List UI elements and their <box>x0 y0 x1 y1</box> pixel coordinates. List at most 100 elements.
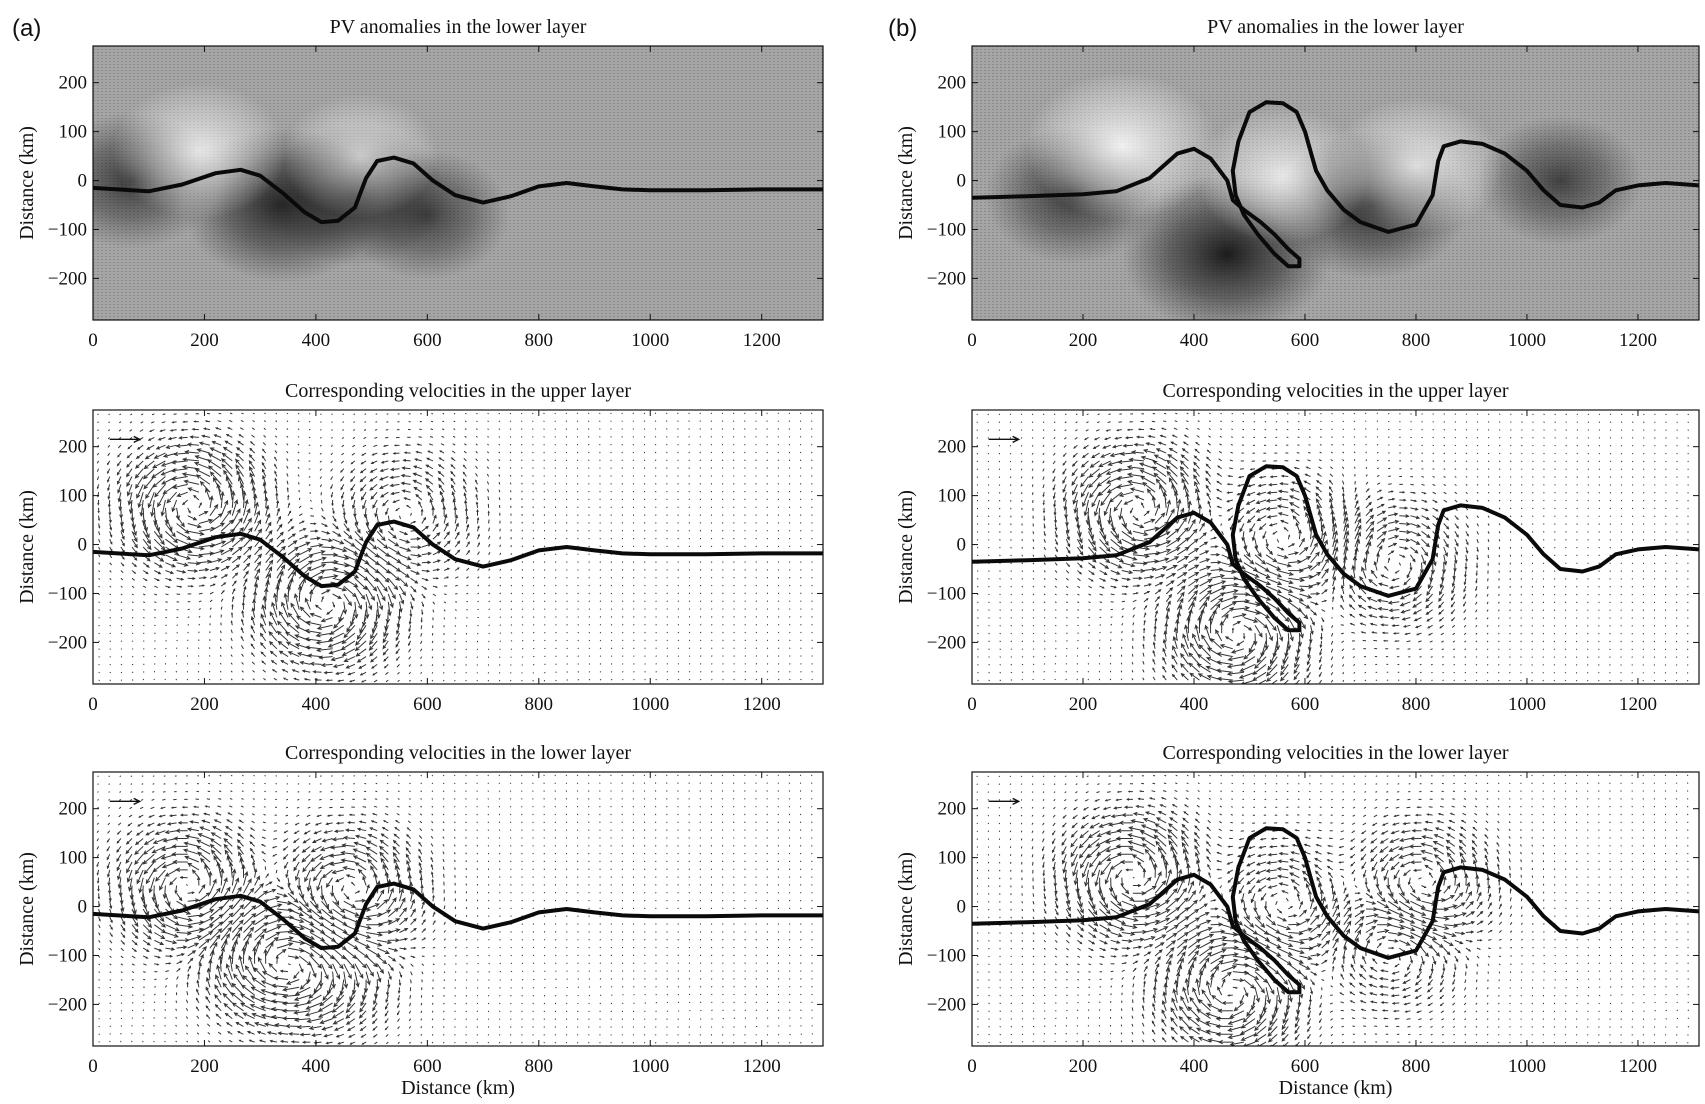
a-lower-ytick-label-4: −200 <box>48 994 87 1015</box>
a-lower-plot-area <box>93 772 823 1046</box>
a-pv-xtick-label-0: 0 <box>88 330 98 351</box>
a-pv-xtick-label-2: 400 <box>302 330 331 351</box>
a-upper-xtick-label-1: 200 <box>190 694 219 715</box>
a-lower-front-line <box>93 881 823 951</box>
a-upper-xtick-label-5: 1000 <box>631 694 669 715</box>
b-lower-xtick-label-2: 400 <box>1180 1056 1209 1077</box>
b-pv-frame <box>971 45 1700 321</box>
a-upper-xtick-label-3: 600 <box>413 694 442 715</box>
b-pv-panel: PV anomalies in the lower layer 0 200 400 60… <box>895 16 1700 351</box>
b-upper-xtick-label-4: 800 <box>1402 694 1431 715</box>
b-lower-ylabel: Distance (km) <box>895 852 917 966</box>
a-pv-xtick-label-1: 200 <box>190 330 219 351</box>
a-lower-xtick-label-6: 1200 <box>743 1056 781 1077</box>
b-pv-anomaly-3 <box>1477 115 1643 246</box>
a-upper-arrow-field <box>96 412 813 683</box>
a-lower-xtick-label-3: 600 <box>413 1056 442 1077</box>
b-upper-ytick-label-4: −200 <box>927 632 966 653</box>
panel-label-a: (a) <box>12 15 41 42</box>
b-upper-xtick-label-1: 200 <box>1069 694 1098 715</box>
a-pv-ytick-label-2: 0 <box>78 171 88 192</box>
b-upper-ytick-label-1: 100 <box>938 486 967 507</box>
a-lower-xtick-label-4: 800 <box>525 1056 554 1077</box>
a-upper-front-line <box>93 519 823 589</box>
b-pv-anomaly-6 <box>1328 97 1503 234</box>
b-lower-xtick-label-5: 1000 <box>1508 1056 1546 1077</box>
a-upper-plot-area <box>93 410 823 684</box>
a-upper-ytick-label-1: 100 <box>59 486 88 507</box>
b-lower-xlabel: Distance (km) <box>1279 1077 1393 1099</box>
b-lower-ytick-label-1: 100 <box>938 848 967 869</box>
a-pv-title: PV anomalies in the lower layer <box>330 16 587 38</box>
b-upper-ytick-label-0: 200 <box>938 437 967 458</box>
a-upper-ytick-label-0: 200 <box>59 437 88 458</box>
b-lower-panel: Corresponding velocities in the lower la… <box>895 742 1700 1099</box>
a-pv-anomaly-5 <box>282 94 439 219</box>
a-upper-title: Corresponding velocities in the upper la… <box>285 380 631 402</box>
a-lower-xtick-label-5: 1000 <box>631 1056 669 1077</box>
b-upper-panel: Corresponding velocities in the upper la… <box>895 380 1700 715</box>
b-upper-xtick-label-3: 600 <box>1291 694 1320 715</box>
b-upper-xtick-label-6: 1200 <box>1619 694 1657 715</box>
a-pv-anomaly-4 <box>111 83 286 220</box>
b-pv-plot-area <box>972 46 1699 320</box>
a-lower-ytick-label-3: −100 <box>48 945 87 966</box>
b-pv-xtick-label-2: 400 <box>1180 330 1209 351</box>
a-lower-ylabel: Distance (km) <box>16 852 38 966</box>
b-lower-xtick-label-6: 1200 <box>1619 1056 1657 1077</box>
a-lower-title: Corresponding velocities in the lower la… <box>285 742 631 764</box>
b-lower-xtick-label-0: 0 <box>967 1056 977 1077</box>
b-upper-plot-area <box>972 410 1699 684</box>
b-lower-xtick-label-1: 200 <box>1069 1056 1098 1077</box>
a-upper-panel: Corresponding velocities in the upper la… <box>16 380 824 715</box>
b-pv-xtick-label-1: 200 <box>1069 330 1098 351</box>
a-pv-ytick-label-1: 100 <box>59 122 88 143</box>
a-pv-xtick-label-3: 600 <box>413 330 442 351</box>
b-pv-ylabel: Distance (km) <box>895 126 917 240</box>
a-upper-ytick-label-3: −100 <box>48 583 87 604</box>
b-upper-ylabel: Distance (km) <box>895 490 917 604</box>
a-lower-ytick-label-0: 200 <box>59 799 88 820</box>
a-lower-xlabel: Distance (km) <box>401 1077 515 1099</box>
a-upper-xtick-label-6: 1200 <box>743 694 781 715</box>
a-lower-ytick-label-1: 100 <box>59 848 88 869</box>
a-pv-ylabel: Distance (km) <box>16 126 38 240</box>
panel-label-b: (b) <box>888 15 917 42</box>
a-lower-ytick-label-2: 0 <box>78 897 88 918</box>
b-lower-ytick-label-4: −200 <box>927 994 966 1015</box>
b-lower-ytick-label-0: 200 <box>938 799 967 820</box>
a-lower-background <box>93 772 823 1046</box>
b-pv-ytick-label-4: −200 <box>927 268 966 289</box>
a-upper-background <box>93 410 823 684</box>
b-pv-ytick-label-2: 0 <box>957 171 967 192</box>
b-pv-ytick-label-0: 200 <box>938 73 967 94</box>
a-lower-reference-arrow <box>109 797 142 805</box>
a-lower-xtick-label-2: 400 <box>302 1056 331 1077</box>
a-pv-ytick-label-0: 200 <box>59 73 88 94</box>
a-upper-ytick-label-4: −200 <box>48 632 87 653</box>
a-lower-xtick-label-1: 200 <box>190 1056 219 1077</box>
a-lower-xtick-label-0: 0 <box>88 1056 98 1077</box>
a-pv-xtick-label-4: 800 <box>525 330 554 351</box>
b-pv-xtick-label-0: 0 <box>967 330 977 351</box>
b-upper-xtick-label-5: 1000 <box>1508 694 1546 715</box>
b-lower-ytick-label-3: −100 <box>927 945 966 966</box>
b-lower-title: Corresponding velocities in the lower la… <box>1162 742 1508 764</box>
b-lower-reference-arrow <box>988 797 1021 805</box>
b-pv-anomaly-4 <box>1025 72 1218 221</box>
b-upper-xtick-label-0: 0 <box>967 694 977 715</box>
b-lower-frame <box>971 771 1700 1047</box>
b-upper-reference-arrow <box>988 435 1021 443</box>
a-pv-plot-area <box>93 46 823 320</box>
b-lower-xtick-label-3: 600 <box>1291 1056 1320 1077</box>
b-lower-plot-area <box>972 772 1699 1046</box>
a-upper-arrows <box>96 412 813 683</box>
b-pv-front-line <box>972 100 1699 269</box>
b-pv-xtick-label-6: 1200 <box>1619 330 1657 351</box>
b-pv-xtick-label-3: 600 <box>1291 330 1320 351</box>
a-upper-ytick-label-2: 0 <box>78 535 88 556</box>
b-upper-title: Corresponding velocities in the upper la… <box>1162 380 1508 402</box>
a-pv-front-line <box>93 155 823 225</box>
b-pv-xtick-label-4: 800 <box>1402 330 1431 351</box>
